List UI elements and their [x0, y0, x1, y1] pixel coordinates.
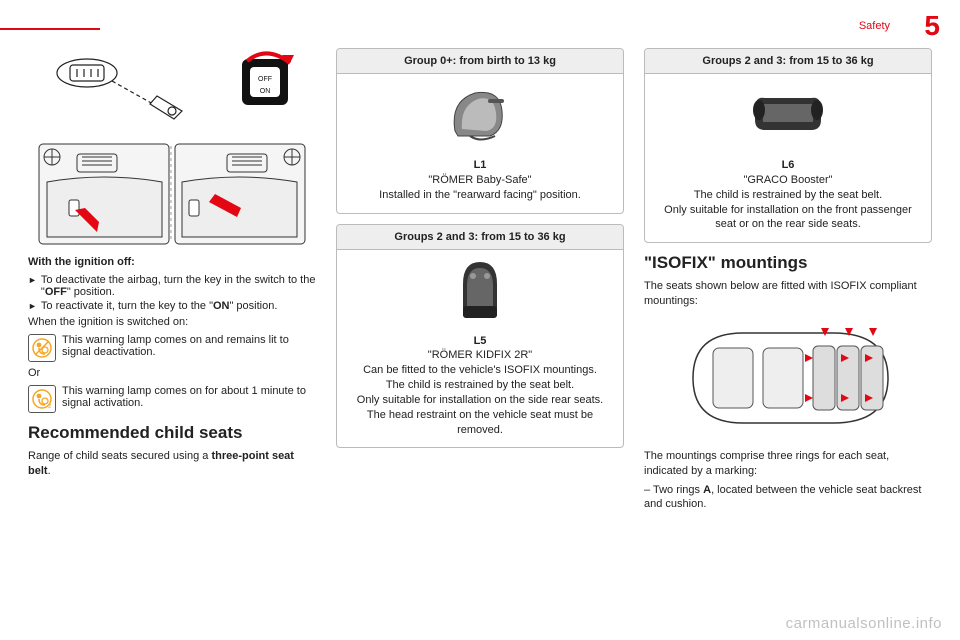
- column-3: Groups 2 and 3: from 15 to 36 kg L6 "GRA…: [644, 48, 932, 580]
- recommended-heading: Recommended child seats: [28, 423, 316, 443]
- card-group23b: Groups 2 and 3: from 15 to 36 kg L6 "GRA…: [644, 48, 932, 243]
- header-section: Safety: [859, 20, 890, 32]
- warning-lamp-2: 2 This warning lamp comes on for about 1…: [28, 385, 316, 413]
- l5-l2: The child is restrained by the seat belt…: [386, 379, 574, 391]
- card-group0-body: L1 "RÖMER Baby-Safe" Installed in the "r…: [337, 152, 623, 213]
- l1-note: Installed in the "rearward facing" posit…: [379, 189, 581, 201]
- l5-l4: The head restraint on the vehicle seat m…: [367, 409, 593, 436]
- content-columns: OFF ON: [0, 0, 960, 580]
- column-1: OFF ON: [28, 48, 316, 580]
- l1-name: "RÖMER Baby-Safe": [428, 174, 531, 186]
- watermark: carmanualsonline.info: [786, 615, 942, 632]
- deactivate-text: To deactivate the airbag, turn the key i…: [41, 274, 316, 298]
- l1-label: L1: [345, 158, 615, 173]
- illustration-key-switch: OFF ON: [28, 48, 316, 133]
- l6-label: L6: [653, 158, 923, 173]
- mountings-text-2: – Two rings A, located between the vehic…: [644, 483, 932, 513]
- header-red-bar: [0, 28, 100, 30]
- l5-name: "RÖMER KIDFIX 2R": [428, 349, 532, 361]
- card-group0: Group 0+: from birth to 13 kg L1 "RÖMER …: [336, 48, 624, 214]
- column-2: Group 0+: from birth to 13 kg L1 "RÖMER …: [336, 48, 624, 580]
- card-group23b-head: Groups 2 and 3: from 15 to 36 kg: [645, 49, 931, 74]
- l6-l2: Only suitable for installation on the fr…: [664, 204, 912, 231]
- illustration-isofix-car: [644, 313, 932, 443]
- when-ignition-on: When the ignition is switched on:: [28, 315, 316, 330]
- l5-l1: Can be fitted to the vehicle's ISOFIX mo…: [363, 364, 597, 376]
- infant-seat-icon: [337, 74, 623, 152]
- warning-lamp-1: This warning lamp comes on and remains l…: [28, 334, 316, 362]
- svg-text:OFF: OFF: [258, 76, 272, 83]
- isofix-heading: "ISOFIX" mountings: [644, 253, 932, 273]
- page-number: 5: [924, 10, 940, 42]
- svg-text:2: 2: [48, 404, 52, 410]
- illustration-dashboard: [28, 139, 316, 249]
- card-group23a-head: Groups 2 and 3: from 15 to 36 kg: [337, 225, 623, 250]
- l6-l1: The child is restrained by the seat belt…: [694, 189, 882, 201]
- l5-l3: Only suitable for installation on the si…: [357, 394, 603, 406]
- reactivate-text: To reactivate it, turn the key to the "O…: [41, 300, 277, 314]
- range-text: Range of child seats secured using a thr…: [28, 449, 316, 479]
- svg-text:ON: ON: [260, 88, 271, 95]
- booster-seat-icon: [645, 74, 931, 152]
- card-group0-head: Group 0+: from birth to 13 kg: [337, 49, 623, 74]
- mountings-text-1: The mountings comprise three rings for e…: [644, 449, 932, 479]
- card-group23b-body: L6 "GRACO Booster" The child is restrain…: [645, 152, 931, 242]
- triangle-icon: ►: [28, 300, 37, 314]
- airbag-on-icon: 2: [28, 385, 56, 413]
- l6-name: "GRACO Booster": [743, 174, 832, 186]
- or-label: Or: [28, 366, 316, 381]
- bullet-deactivate: ► To deactivate the airbag, turn the key…: [28, 274, 316, 298]
- ignition-off-label: With the ignition off:: [28, 255, 316, 270]
- child-seat-icon: [337, 250, 623, 328]
- bullet-reactivate: ► To reactivate it, turn the key to the …: [28, 300, 316, 314]
- card-group23a: Groups 2 and 3: from 15 to 36 kg L5 "RÖM…: [336, 224, 624, 449]
- lamp1-text: This warning lamp comes on and remains l…: [62, 334, 316, 358]
- l5-label: L5: [345, 334, 615, 349]
- lamp2-text: This warning lamp comes on for about 1 m…: [62, 385, 316, 409]
- triangle-icon: ►: [28, 274, 37, 298]
- isofix-intro: The seats shown below are fitted with IS…: [644, 279, 932, 309]
- airbag-off-icon: [28, 334, 56, 362]
- card-group23a-body: L5 "RÖMER KIDFIX 2R" Can be fitted to th…: [337, 328, 623, 448]
